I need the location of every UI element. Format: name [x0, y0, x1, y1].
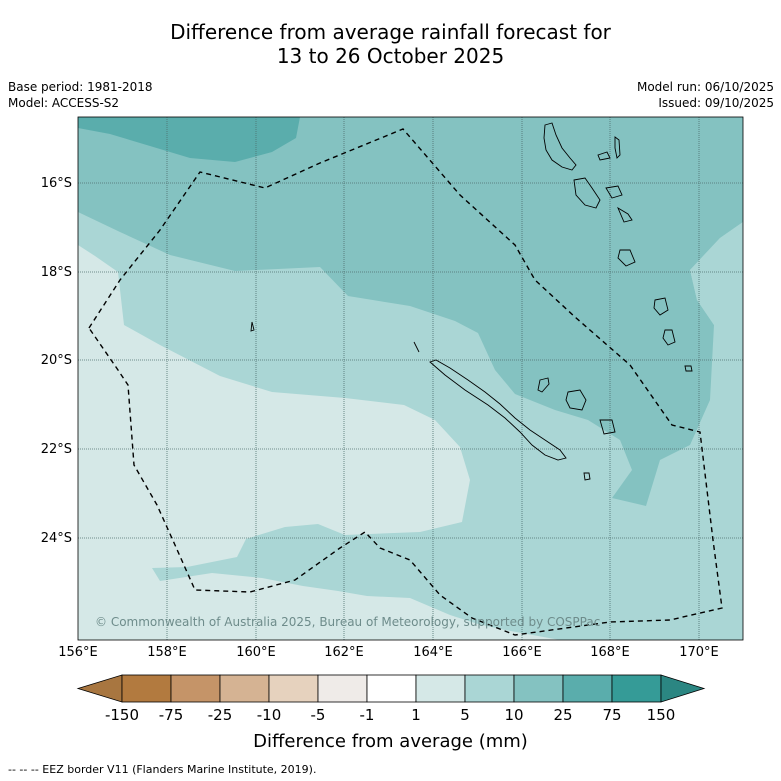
colorbar-segment — [121, 674, 172, 703]
colorbar-label-10: 10 — [504, 706, 524, 724]
belep-islands — [413, 341, 420, 353]
colorbar-segment — [513, 674, 564, 703]
colorbar-label-n75: -75 — [158, 706, 184, 724]
new-caledonia-coast — [429, 359, 567, 461]
colorbar-segment — [268, 674, 319, 703]
lat-label-24s: 24°S — [40, 531, 72, 546]
lon-label-168e: 168°E — [590, 645, 630, 660]
colorbar-segment — [464, 674, 515, 703]
erromango-island — [653, 297, 669, 316]
lon-label-170e: 170°E — [679, 645, 719, 660]
colorbar-label-n25: -25 — [207, 706, 233, 724]
lat-label-18s: 18°S — [40, 265, 72, 280]
maewo-island — [597, 151, 611, 161]
espiritu-santo-coast — [543, 122, 577, 171]
colorbar-segment — [366, 674, 417, 703]
colorbar-extend-high — [660, 674, 706, 703]
efate-island — [617, 249, 636, 267]
colorbar-label-1: 1 — [411, 706, 421, 724]
colorbar-title: Difference from average (mm) — [253, 731, 528, 752]
band-25-75 — [78, 117, 300, 162]
chesterfield-islands — [250, 321, 255, 332]
lon-label-166e: 166°E — [502, 645, 542, 660]
eez-footnote: -- -- -- EEZ border V11 (Flanders Marine… — [8, 763, 317, 776]
model-name: Model: ACCESS-S2 — [8, 96, 120, 110]
colorbar-segment — [170, 674, 221, 703]
title-line-2: 13 to 26 October 2025 — [276, 44, 505, 68]
lon-label-162e: 162°E — [324, 645, 364, 660]
model-run: Model run: 06/10/2025 — [636, 80, 774, 94]
colorbar-segment — [415, 674, 466, 703]
rainfall-fill — [78, 117, 743, 640]
meta-right: Model run: 06/10/2025 Issued: 09/10/2025 — [637, 79, 774, 111]
lifou-island — [565, 389, 587, 411]
colorbar-segment — [611, 674, 662, 703]
colorbar-segment — [562, 674, 613, 703]
lon-label-156e: 156°E — [58, 645, 98, 660]
pentecost-island — [614, 136, 621, 159]
lat-label-20s: 20°S — [40, 353, 72, 368]
tanna-island — [662, 329, 676, 346]
colorbar-label-5: 5 — [460, 706, 470, 724]
colorbar-label-n1: -1 — [359, 706, 375, 724]
lat-label-22s: 22°S — [40, 442, 72, 457]
aneityum-island — [684, 365, 693, 372]
gridlines — [78, 117, 743, 640]
coastlines — [250, 122, 693, 481]
colorbar-label-150: 150 — [646, 706, 676, 724]
copyright-text: © Commonwealth of Australia 2025, Bureau… — [95, 615, 600, 629]
title-line-1: Difference from average rainfall forecas… — [170, 20, 611, 44]
lon-label-164e: 164°E — [413, 645, 453, 660]
colorbar-label-75: 75 — [602, 706, 622, 724]
colorbar-label-n5: -5 — [310, 706, 326, 724]
colorbar-label-n10: -10 — [256, 706, 282, 724]
colorbar-label-25: 25 — [553, 706, 573, 724]
lon-label-158e: 158°E — [147, 645, 187, 660]
colorbar-label-n150: -150 — [104, 706, 140, 724]
lon-label-160e: 160°E — [236, 645, 276, 660]
colorbar-extend-low — [76, 674, 123, 703]
malekula-island — [573, 177, 601, 209]
eez-border — [88, 128, 723, 636]
epi-island — [617, 206, 633, 223]
walpole-island — [583, 472, 591, 481]
colorbar-segment — [317, 674, 368, 703]
ouvea-island — [537, 377, 550, 393]
colorbar-segment — [219, 674, 270, 703]
band-1-5 — [78, 245, 560, 640]
map-frame — [77, 116, 744, 641]
issued-date: Issued: 09/10/2025 — [658, 96, 774, 110]
mare-island — [599, 419, 616, 435]
map-title: Difference from average rainfall forecas… — [0, 20, 781, 68]
ambrym-island — [605, 185, 623, 199]
base-period: Base period: 1981-2018 — [8, 80, 153, 94]
colorbar — [76, 674, 706, 703]
lat-label-16s: 16°S — [40, 176, 72, 191]
meta-left: Base period: 1981-2018 Model: ACCESS-S2 — [8, 79, 153, 111]
band-5-10-east — [690, 222, 743, 330]
